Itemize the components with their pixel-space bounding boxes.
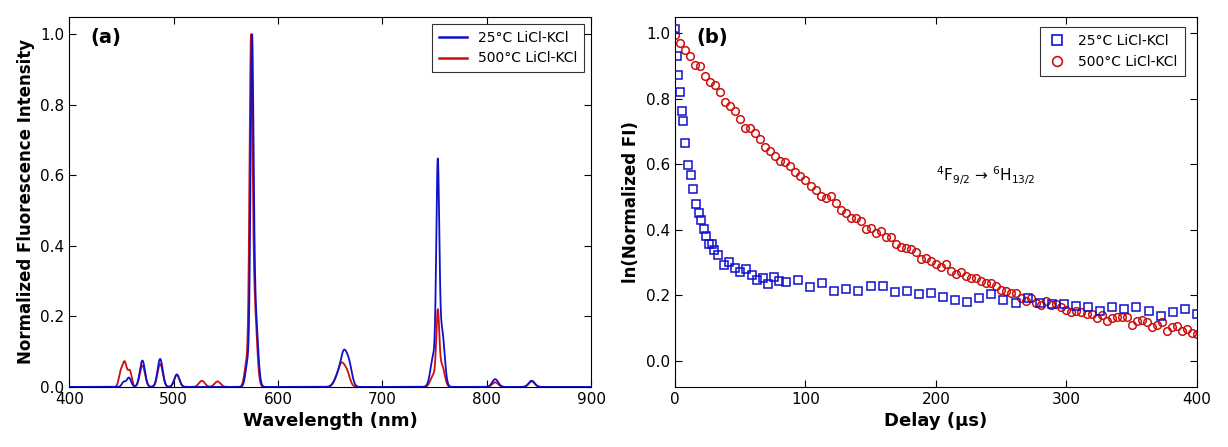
X-axis label: Delay (μs): Delay (μs): [884, 412, 987, 430]
X-axis label: Wavelength (nm): Wavelength (nm): [243, 412, 418, 430]
Y-axis label: Normalized Fluorescence Intensity: Normalized Fluorescence Intensity: [17, 39, 34, 364]
Legend: 25°C LiCl-KCl, 500°C LiCl-KCl: 25°C LiCl-KCl, 500°C LiCl-KCl: [1040, 27, 1185, 76]
Text: (a): (a): [90, 28, 122, 47]
Text: $^4$F$_{9/2}$ → $^6$H$_{13/2}$: $^4$F$_{9/2}$ → $^6$H$_{13/2}$: [936, 165, 1035, 187]
Legend: 25°C LiCl-KCl, 500°C LiCl-KCl: 25°C LiCl-KCl, 500°C LiCl-KCl: [432, 24, 585, 72]
Text: (b): (b): [696, 28, 727, 47]
Y-axis label: ln(Normalized FI): ln(Normalized FI): [623, 121, 640, 283]
